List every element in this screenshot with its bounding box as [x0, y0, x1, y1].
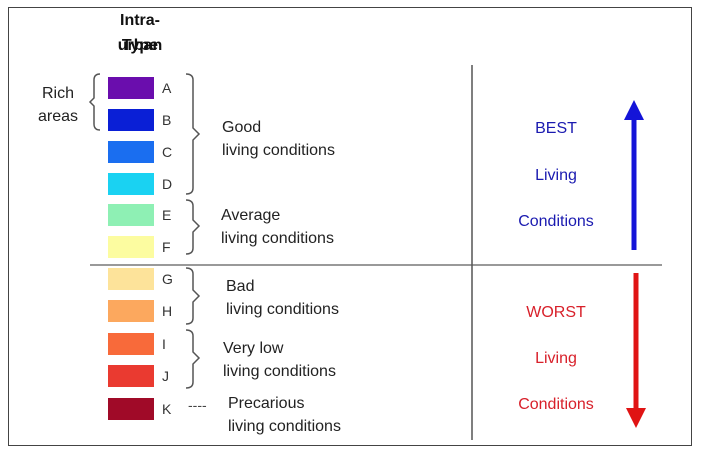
very-low-line-2: living conditions: [223, 363, 336, 380]
worst-arrow: [626, 273, 646, 428]
worst-line-2: Living: [535, 350, 577, 367]
average-conditions-label: Average living conditions: [221, 204, 334, 250]
swatch-b: [108, 109, 154, 131]
worst-line-3: Conditions: [518, 396, 594, 413]
best-line-3: Conditions: [518, 213, 594, 230]
type-code-k: K: [162, 401, 172, 417]
rich-label-line-2: areas: [37, 108, 79, 125]
bad-conditions-label: Bad living conditions: [226, 275, 339, 321]
rich-label-line-1: Rich: [41, 85, 74, 102]
precarious-line-2: living conditions: [228, 418, 341, 435]
bad-line-2: living conditions: [226, 301, 339, 318]
precarious-line-1: Precarious: [228, 395, 305, 412]
swatch-g: [108, 268, 154, 290]
k-connector: ----: [188, 397, 207, 413]
precarious-conditions-label: Precarious living conditions: [228, 392, 341, 438]
swatch-a: [108, 77, 154, 99]
average-line-1: Average: [221, 207, 281, 224]
average-bracket: [185, 199, 201, 255]
swatch-e: [108, 204, 154, 226]
swatch-k: [108, 398, 154, 420]
very-low-conditions-label: Very low living conditions: [223, 337, 336, 383]
worst-line-1: WORST: [526, 304, 586, 321]
good-bracket: [185, 73, 201, 195]
type-code-f: F: [162, 239, 171, 255]
swatch-h: [108, 300, 154, 322]
swatch-c: [108, 141, 154, 163]
best-arrow: [624, 100, 644, 250]
type-code-b: B: [162, 112, 172, 128]
rich-areas-label: Rich areas: [36, 82, 80, 128]
bad-line-1: Bad: [226, 278, 255, 295]
very-low-line-1: Very low: [223, 340, 284, 357]
swatch-i: [108, 333, 154, 355]
swatch-j: [108, 365, 154, 387]
type-code-i: I: [162, 336, 166, 352]
best-line-2: Living: [535, 167, 577, 184]
swatch-d: [108, 173, 154, 195]
bad-bracket: [185, 267, 201, 325]
good-conditions-label: Good living conditions: [222, 116, 335, 162]
good-line-2: living conditions: [222, 142, 335, 159]
type-code-d: D: [162, 176, 173, 192]
type-code-g: G: [162, 271, 173, 287]
type-code-h: H: [162, 303, 173, 319]
best-line-1: BEST: [535, 120, 577, 137]
swatch-f: [108, 236, 154, 258]
rich-areas-bracket: [88, 73, 101, 131]
type-code-e: E: [162, 207, 172, 223]
title-line-2: Type: [121, 37, 159, 54]
type-code-c: C: [162, 144, 173, 160]
very-low-bracket: [185, 329, 201, 389]
title-line-1: Intra-urban: [117, 12, 163, 54]
type-code-j: J: [162, 368, 169, 384]
good-line-1: Good: [222, 119, 262, 136]
type-code-a: A: [162, 80, 172, 96]
average-line-2: living conditions: [221, 230, 334, 247]
